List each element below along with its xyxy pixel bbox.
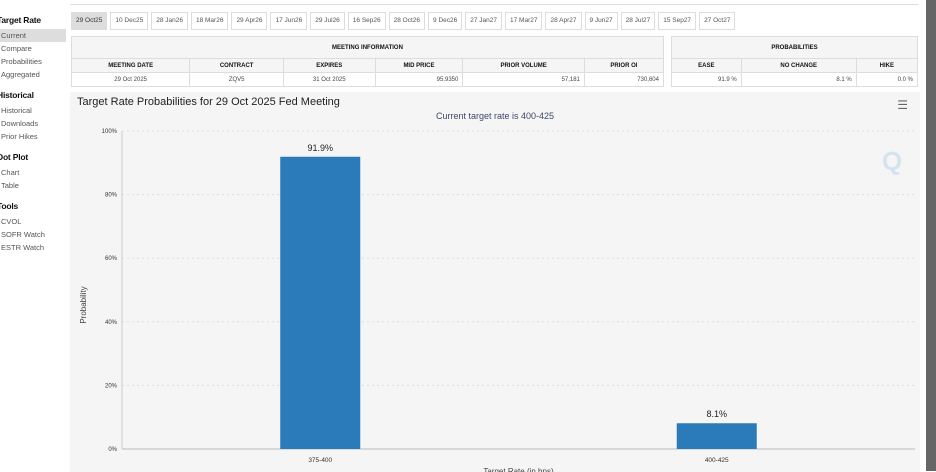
- table-cell: 31 Oct 2025: [282, 72, 376, 87]
- table-cell: 91.9 %: [671, 72, 742, 87]
- tab-meeting-date[interactable]: 9 Jun27: [584, 12, 618, 30]
- tab-meeting-date[interactable]: 28 Jul27: [620, 12, 656, 30]
- x-axis-title: Target Rate (in bps): [483, 467, 554, 472]
- y-tick-label: 20%: [105, 383, 118, 389]
- tab-meeting-date[interactable]: 17 Mar27: [505, 12, 543, 30]
- column-header: EASE: [671, 58, 742, 73]
- column-header: PRIOR OI: [583, 58, 665, 73]
- sidebar-item-sofr-watch[interactable]: SOFR Watch: [1, 230, 45, 239]
- sidebar-item-current[interactable]: Current: [0, 29, 66, 42]
- meeting-info-table: MEETING INFORMATION MEETING DATE CONTRACT…: [70, 36, 665, 87]
- tab-meeting-date[interactable]: 9 Dec26: [428, 12, 463, 30]
- probabilities-title: PROBABILITIES: [671, 36, 918, 59]
- tab-meeting-date[interactable]: 10 Dec25: [110, 12, 149, 30]
- data-label: 91.9%: [307, 143, 333, 153]
- spacer: [0, 143, 66, 149]
- table-cell: 29 Oct 2025: [70, 72, 191, 87]
- meeting-info-title: MEETING INFORMATION: [71, 36, 664, 59]
- sidebar-heading: Target Rate: [0, 15, 41, 25]
- sidebar: Target Rate Current Compare Probabilities Ag…: [0, 12, 66, 254]
- y-tick-label: 40%: [105, 320, 118, 326]
- y-tick-label: 60%: [105, 256, 118, 262]
- bar-400-425: [676, 423, 757, 449]
- data-label: 8.1%: [706, 409, 727, 419]
- chart-title: Target Rate Probabilities for 29 Oct 202…: [77, 96, 340, 108]
- tab-meeting-date[interactable]: 29 Oct25: [71, 12, 108, 30]
- sidebar-item-compare[interactable]: Compare: [1, 44, 32, 53]
- column-header: HIKE: [855, 58, 919, 73]
- table-cell: 730,604: [583, 72, 665, 87]
- x-tick-label: 375-400: [308, 457, 332, 464]
- column-header: EXPIRES: [282, 58, 376, 73]
- y-tick-label: 0%: [108, 447, 117, 453]
- tab-meeting-date[interactable]: 18 Mar26: [190, 12, 229, 30]
- sidebar-item-table[interactable]: Table: [1, 181, 19, 190]
- probabilities-table: PROBABILITIES EASE NO CHANGE HIKE 91.9 % 8.1…: [671, 36, 919, 87]
- tab-meeting-date[interactable]: 29 Jul26: [310, 12, 345, 30]
- sidebar-item-historical[interactable]: Historical: [1, 106, 32, 115]
- scrollbar[interactable]: [926, 0, 936, 471]
- column-header: NO CHANGE: [740, 58, 857, 73]
- sidebar-item-estr-watch[interactable]: ESTR Watch: [1, 243, 45, 252]
- tab-meeting-date[interactable]: 17 Jun26: [270, 12, 308, 30]
- x-tick-label: 400-425: [705, 457, 729, 464]
- table-cell: 0.0 %: [855, 72, 919, 87]
- table-cell: 57,181: [462, 72, 585, 87]
- sidebar-heading: Historical: [0, 90, 34, 100]
- sidebar-item-chart[interactable]: Chart: [1, 168, 20, 177]
- chart-panel: Target Rate Probabilities for 29 Oct 202…: [70, 92, 920, 472]
- tab-meeting-date[interactable]: 27 Oct27: [699, 12, 736, 30]
- chart-subtitle: Current target rate is 400-425: [435, 111, 555, 121]
- table-cell: 95.9350: [374, 72, 464, 87]
- sidebar-item-prior-hikes[interactable]: Prior Hikes: [1, 132, 38, 141]
- sidebar-item-aggregated[interactable]: Aggregated: [1, 70, 40, 79]
- tab-meeting-date[interactable]: 15 Sep27: [658, 12, 697, 30]
- column-header: CONTRACT: [189, 58, 284, 73]
- tab-meeting-date[interactable]: 28 Apr27: [545, 12, 582, 30]
- tab-meeting-date[interactable]: 28 Oct26: [388, 12, 426, 30]
- column-header: MEETING DATE: [70, 58, 191, 73]
- y-axis-title: Probability: [79, 286, 88, 323]
- table-cell: ZQV5: [189, 72, 284, 87]
- q-logo-watermark: Q: [882, 146, 902, 176]
- sidebar-item-probabilities[interactable]: Probabilities: [1, 57, 42, 66]
- y-tick-label: 80%: [105, 193, 118, 199]
- bar-chart: 0% 20% 40% 60% 80% 100% 91.9% 375-400 8.1% 400-42…: [79, 129, 915, 472]
- column-header: PRIOR VOLUME: [462, 58, 585, 73]
- meeting-date-tabs: 29 Oct25 10 Dec25 28 Jan26 18 Mar26 29 Apr26…: [71, 12, 736, 30]
- sidebar-heading: Tools: [0, 201, 19, 211]
- y-tick-label: 100%: [102, 129, 118, 135]
- sidebar-item-cvol[interactable]: CVOL: [1, 217, 22, 226]
- sidebar-heading: Dot Plot: [0, 152, 28, 162]
- tab-meeting-date[interactable]: 16 Sep26: [347, 12, 386, 30]
- sidebar-item-downloads[interactable]: Downloads: [1, 119, 39, 128]
- tab-meeting-date[interactable]: 28 Jan26: [151, 12, 188, 30]
- spacer: [0, 192, 66, 198]
- tab-meeting-date[interactable]: 27 Jan27: [465, 12, 502, 30]
- hamburger-menu-icon[interactable]: ☰: [897, 98, 908, 112]
- tab-meeting-date[interactable]: 29 Apr26: [231, 12, 268, 30]
- top-divider: [70, 4, 918, 5]
- column-header: MID PRICE: [374, 58, 464, 73]
- table-cell: 8.1 %: [740, 72, 857, 87]
- bar-375-400: [280, 156, 361, 449]
- spacer: [0, 81, 66, 87]
